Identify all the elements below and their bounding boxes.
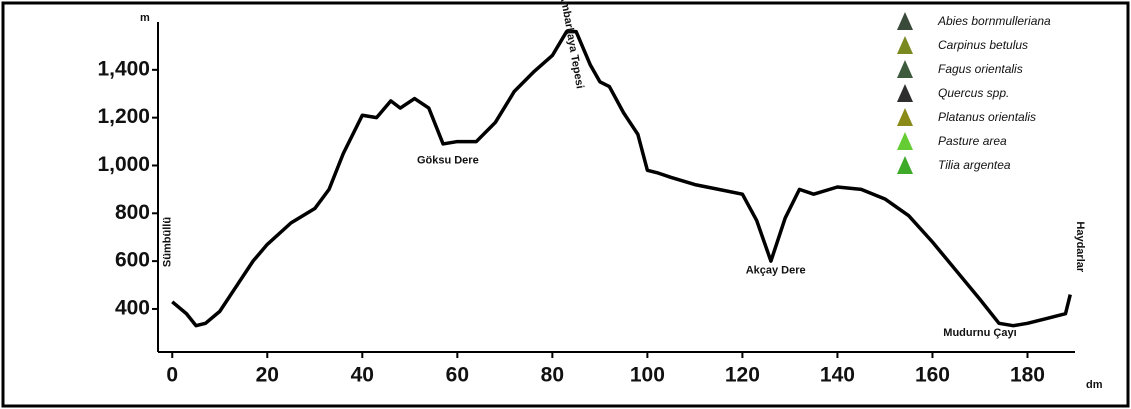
legend-icon: [897, 60, 913, 78]
legend-label: Carpinus betulus: [938, 38, 1028, 52]
annotation: Göksu Dere: [417, 155, 479, 167]
legend-label: Tilia argentea: [938, 158, 1011, 172]
legend-icon: [897, 156, 913, 174]
y-tick-label: 1,200: [97, 105, 150, 128]
legend-label: Fagus orientalis: [938, 62, 1023, 76]
x-tick-label: 180: [1010, 364, 1045, 387]
y-tick-label: 1,400: [97, 57, 150, 80]
profile-line: [171, 29, 1072, 328]
legend-icon: [897, 12, 913, 30]
x-tick-label: 100: [630, 364, 665, 387]
annotation: Akçay Dere: [746, 265, 806, 277]
annotation: Mudurnu Çayı: [943, 327, 1016, 339]
y-axis-label: m: [140, 12, 150, 24]
legend-icon: [897, 132, 913, 150]
annotation: Sümbüllü: [161, 217, 173, 267]
x-tick-label: 140: [820, 364, 855, 387]
x-axis-label: dm: [1086, 379, 1103, 391]
x-tick-label: 40: [351, 364, 374, 387]
y-tick-label: 1,000: [97, 153, 150, 176]
legend-icon: [897, 36, 913, 54]
y-tick-label: 600: [115, 249, 150, 272]
y-tick-label: 400: [115, 297, 150, 320]
legend-icon: [897, 84, 913, 102]
legend-label: Pasture area: [938, 134, 1007, 148]
legend-label: Abies bornmulleriana: [937, 14, 1051, 28]
y-tick-label: 800: [115, 201, 150, 224]
legend-icon: [897, 108, 913, 126]
x-tick-label: 20: [256, 364, 279, 387]
legend-label: Platanus orientalis: [938, 110, 1036, 124]
x-tick-label: 60: [446, 364, 469, 387]
x-tick-label: 0: [166, 364, 178, 387]
x-tick-label: 80: [541, 364, 564, 387]
annotation: Haydarlar: [1074, 221, 1086, 272]
x-tick-label: 120: [725, 364, 760, 387]
x-tick-label: 160: [915, 364, 950, 387]
legend-label: Quercus spp.: [938, 86, 1009, 100]
